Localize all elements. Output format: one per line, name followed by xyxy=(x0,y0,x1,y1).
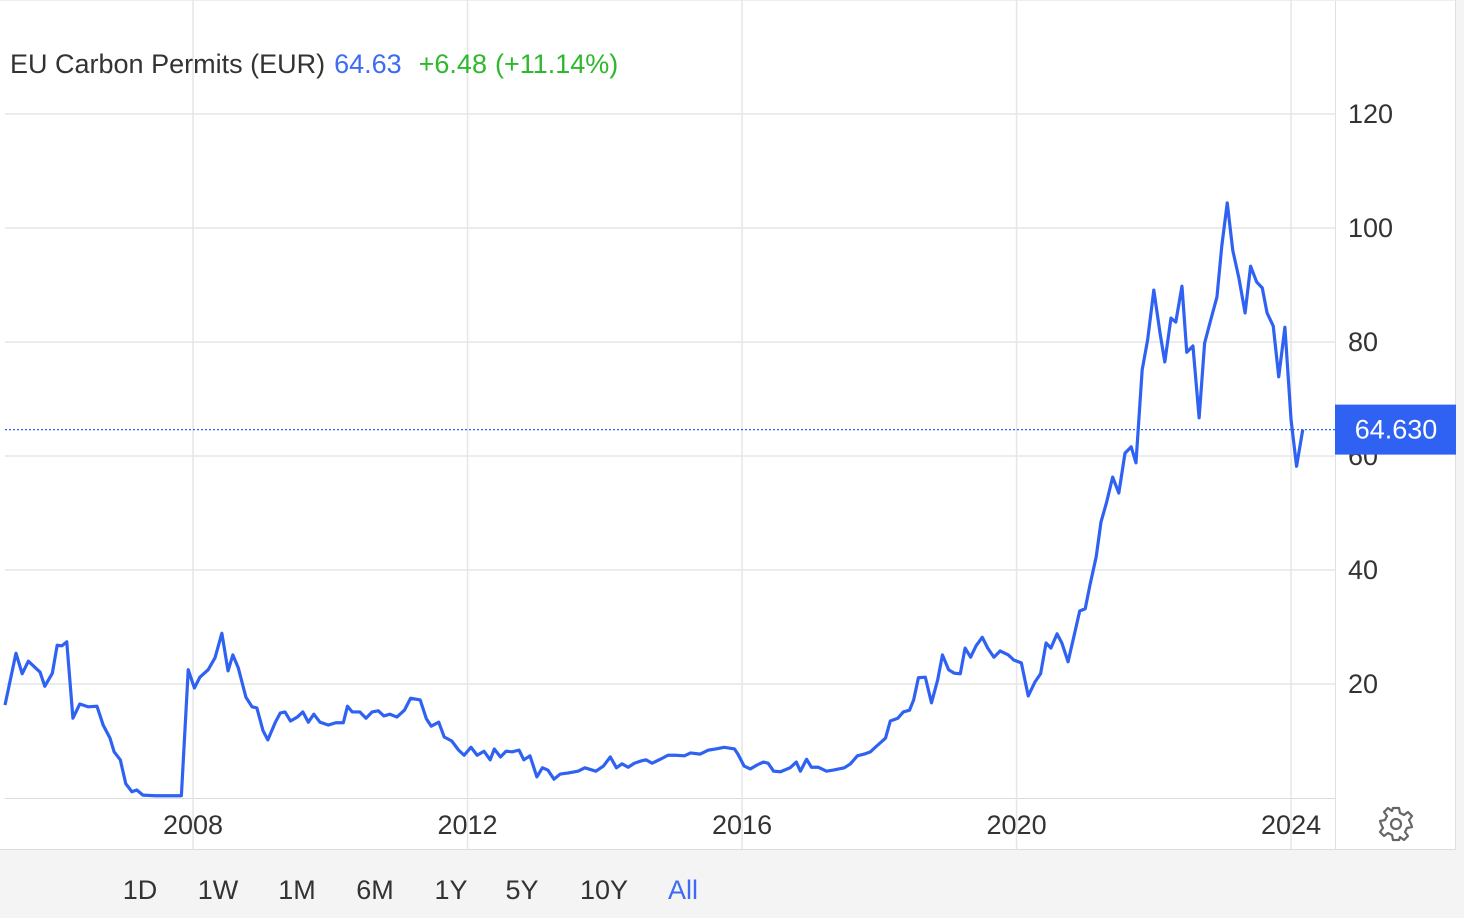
gear xyxy=(1378,806,1414,842)
x-tick-label: 2024 xyxy=(1261,810,1321,840)
y-tick-label: 80 xyxy=(1348,327,1378,357)
range-button[interactable]: 1D xyxy=(123,875,158,905)
range-button[interactable]: All xyxy=(668,875,698,905)
last-price-label: 64.630 xyxy=(1355,415,1438,445)
gear-hole xyxy=(1389,817,1403,831)
range-button[interactable]: 6M xyxy=(356,875,394,905)
plot xyxy=(3,201,1335,798)
last-price-box xyxy=(1335,404,1456,455)
y-tick-label: 20 xyxy=(1348,669,1378,699)
price-line xyxy=(3,201,1305,798)
x-tick-label: 2020 xyxy=(987,810,1047,840)
price: 64.63 xyxy=(334,49,402,79)
range-button[interactable]: 1Y xyxy=(434,875,467,905)
range-button[interactable]: 1W xyxy=(198,875,239,905)
range-button[interactable]: 10Y xyxy=(580,875,628,905)
x-tick-label: 2012 xyxy=(438,810,498,840)
y-tick-label: 120 xyxy=(1348,99,1393,129)
y-tick-label: 100 xyxy=(1348,213,1393,243)
grid xyxy=(5,0,1335,849)
change-pct: (+11.14%) xyxy=(495,49,618,79)
header: EU Carbon Permits (EUR) 64.63 +6.48 (+11.14… xyxy=(10,49,618,79)
change: +6.48 xyxy=(419,49,487,79)
x-tick-label: 2016 xyxy=(712,810,772,840)
right-margin xyxy=(1456,0,1464,918)
settings-icon[interactable] xyxy=(1378,806,1414,842)
y-tick-label: 40 xyxy=(1348,555,1378,585)
range-button[interactable]: 1M xyxy=(278,875,316,905)
range-bar xyxy=(0,850,1464,918)
x-tick-label: 2008 xyxy=(163,810,223,840)
range-button[interactable]: 5Y xyxy=(505,875,538,905)
chart-title: EU Carbon Permits (EUR) xyxy=(10,49,325,79)
